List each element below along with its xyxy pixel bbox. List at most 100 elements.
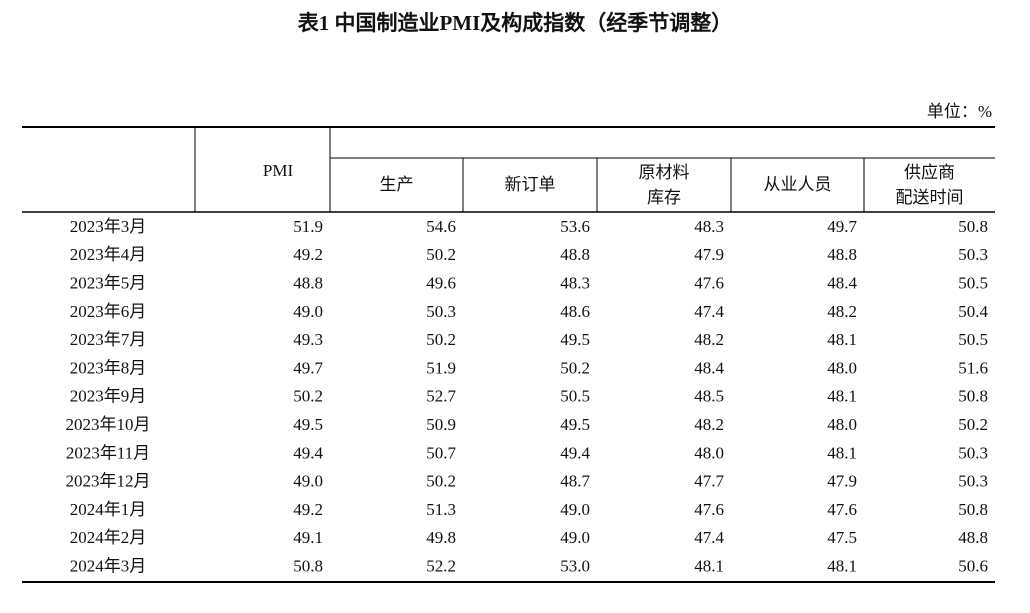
row-label: 2024年3月 (70, 557, 147, 576)
cell-value: 47.4 (694, 302, 724, 321)
cell-value: 50.9 (426, 415, 456, 434)
cell-value: 48.1 (827, 557, 857, 576)
cell-value: 50.2 (560, 358, 590, 377)
cell-value: 53.0 (560, 557, 590, 576)
cell-value: 49.6 (426, 274, 456, 293)
row-label: 2024年2月 (70, 528, 147, 547)
cell-value: 49.0 (293, 472, 323, 491)
cell-value: 50.3 (426, 302, 456, 321)
cell-value: 50.8 (958, 217, 988, 236)
cell-value: 49.4 (293, 443, 323, 462)
cell-value: 50.2 (426, 472, 456, 491)
cell-value: 48.2 (827, 302, 857, 321)
cell-value: 48.8 (827, 245, 857, 264)
row-label: 2023年8月 (70, 358, 147, 377)
cell-value: 50.8 (293, 557, 323, 576)
header-pmi: PMI (263, 161, 294, 180)
row-label: 2024年1月 (70, 500, 147, 519)
cell-value: 54.6 (426, 217, 456, 236)
header-cell: 供应商 (904, 163, 955, 182)
cell-value: 49.7 (293, 358, 323, 377)
row-label: 2023年9月 (70, 387, 147, 406)
cell-value: 50.5 (958, 274, 988, 293)
cell-value: 50.3 (958, 245, 988, 264)
cell-value: 48.4 (827, 274, 857, 293)
row-label: 2023年12月 (66, 472, 151, 491)
cell-value: 49.0 (560, 500, 590, 519)
header-cell: 配送时间 (896, 188, 964, 207)
row-label: 2023年10月 (66, 415, 151, 434)
cell-value: 49.4 (560, 443, 590, 462)
cell-value: 50.2 (958, 415, 988, 434)
cell-value: 48.8 (293, 274, 323, 293)
cell-value: 48.5 (694, 387, 724, 406)
cell-value: 48.3 (694, 217, 724, 236)
row-label: 2023年11月 (66, 443, 150, 462)
cell-value: 49.5 (293, 415, 323, 434)
cell-value: 48.7 (560, 472, 590, 491)
cell-value: 50.2 (426, 330, 456, 349)
unit-label: 单位：% (927, 102, 992, 121)
cell-value: 48.0 (827, 358, 857, 377)
cell-value: 49.0 (293, 302, 323, 321)
cell-value: 50.2 (293, 387, 323, 406)
cell-value: 52.7 (426, 387, 456, 406)
cell-value: 48.2 (694, 330, 724, 349)
header-cell: 库存 (647, 188, 681, 207)
cell-value: 48.3 (560, 274, 590, 293)
cell-value: 48.0 (694, 443, 724, 462)
cell-value: 47.9 (827, 472, 857, 491)
cell-value: 49.7 (827, 217, 857, 236)
cell-value: 47.6 (694, 274, 724, 293)
cell-value: 50.2 (426, 245, 456, 264)
cell-value: 50.5 (560, 387, 590, 406)
cell-value: 53.6 (560, 217, 590, 236)
header-cell: 原材料 (639, 163, 690, 182)
header-cell: 生产 (380, 175, 414, 194)
cell-value: 47.9 (694, 245, 724, 264)
cell-value: 49.5 (560, 330, 590, 349)
cell-value: 49.1 (293, 528, 323, 547)
cell-value: 49.2 (293, 245, 323, 264)
row-label: 2023年4月 (70, 245, 147, 264)
cell-value: 48.6 (560, 302, 590, 321)
row-label: 2023年6月 (70, 302, 147, 321)
cell-value: 51.9 (293, 217, 323, 236)
cell-value: 49.2 (293, 500, 323, 519)
cell-value: 50.5 (958, 330, 988, 349)
cell-value: 48.1 (694, 557, 724, 576)
cell-value: 47.4 (694, 528, 724, 547)
cell-value: 51.6 (958, 358, 988, 377)
cell-value: 49.5 (560, 415, 590, 434)
cell-value: 47.7 (694, 472, 724, 491)
row-label: 2023年7月 (70, 330, 147, 349)
cell-value: 48.1 (827, 387, 857, 406)
header-cell: 新订单 (505, 175, 556, 194)
cell-value: 48.2 (694, 415, 724, 434)
row-label: 2023年3月 (70, 217, 147, 236)
cell-value: 50.3 (958, 472, 988, 491)
cell-value: 50.3 (958, 443, 988, 462)
cell-value: 48.4 (694, 358, 724, 377)
cell-value: 51.9 (426, 358, 456, 377)
cell-value: 50.7 (426, 443, 456, 462)
cell-value: 47.6 (827, 500, 857, 519)
cell-value: 50.8 (958, 387, 988, 406)
cell-value: 50.8 (958, 500, 988, 519)
cell-value: 48.1 (827, 443, 857, 462)
cell-value: 49.0 (560, 528, 590, 547)
cell-value: 48.1 (827, 330, 857, 349)
cell-value: 48.8 (560, 245, 590, 264)
cell-value: 50.6 (958, 557, 988, 576)
cell-value: 49.3 (293, 330, 323, 349)
cell-value: 48.8 (958, 528, 988, 547)
table-title: 表1 中国制造业PMI及构成指数（经季节调整） (298, 11, 733, 35)
cell-value: 52.2 (426, 557, 456, 576)
cell-value: 49.8 (426, 528, 456, 547)
row-label: 2023年5月 (70, 274, 147, 293)
cell-value: 51.3 (426, 500, 456, 519)
cell-value: 47.5 (827, 528, 857, 547)
cell-value: 48.0 (827, 415, 857, 434)
cell-value: 47.6 (694, 500, 724, 519)
